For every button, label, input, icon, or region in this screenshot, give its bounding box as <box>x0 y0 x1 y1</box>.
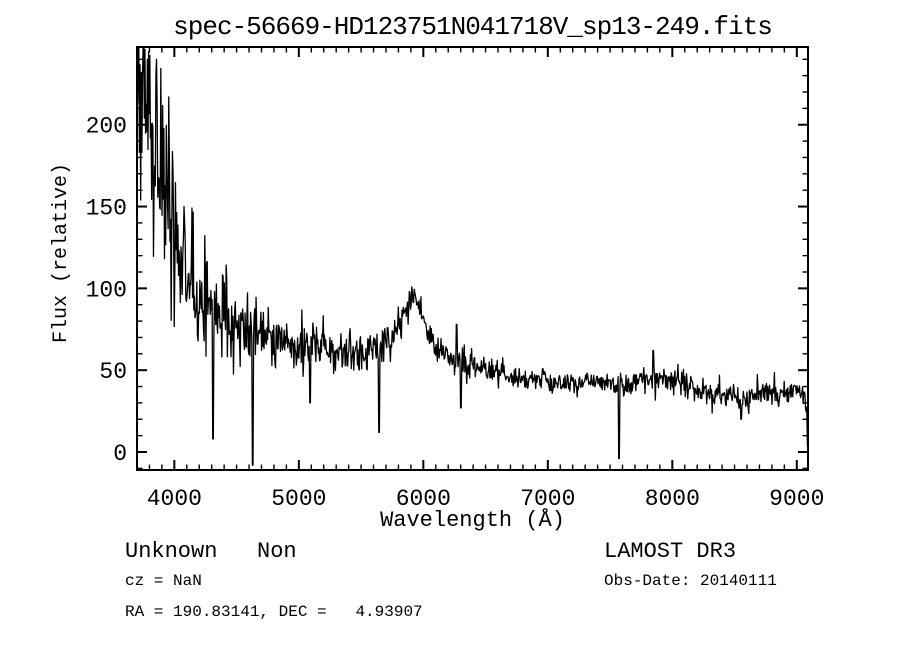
obs-date-value: Obs-Date: 20140111 <box>604 572 777 590</box>
y-tick-label: 0 <box>113 441 127 467</box>
x-tick-label: 8000 <box>645 486 700 512</box>
y-tick-label: 100 <box>86 277 127 303</box>
y-tick-label: 50 <box>99 359 127 385</box>
survey-release-label: LAMOST DR3 <box>604 539 737 564</box>
x-tick-label: 4000 <box>147 486 202 512</box>
ra-dec-value: RA = 190.83141, DEC = 4.93907 <box>125 603 423 621</box>
y-axis-label: Flux (relative) <box>50 162 73 344</box>
spectrum-trace <box>136 46 809 466</box>
x-tick-label: 6000 <box>396 486 451 512</box>
x-axis-label: Wavelength (Å) <box>380 508 565 533</box>
x-tick-label: 5000 <box>271 486 326 512</box>
page-title: spec-56669-HD123751N041718V_sp13-249.fit… <box>173 12 773 42</box>
x-tick-label: 7000 <box>520 486 575 512</box>
y-tick-label: 150 <box>86 196 127 222</box>
classification-label: Unknown Non <box>125 539 297 564</box>
plot-frame <box>136 46 809 471</box>
x-tick-label: 9000 <box>769 486 824 512</box>
cz-value: cz = NaN <box>125 572 202 590</box>
y-tick-label: 200 <box>86 114 127 140</box>
